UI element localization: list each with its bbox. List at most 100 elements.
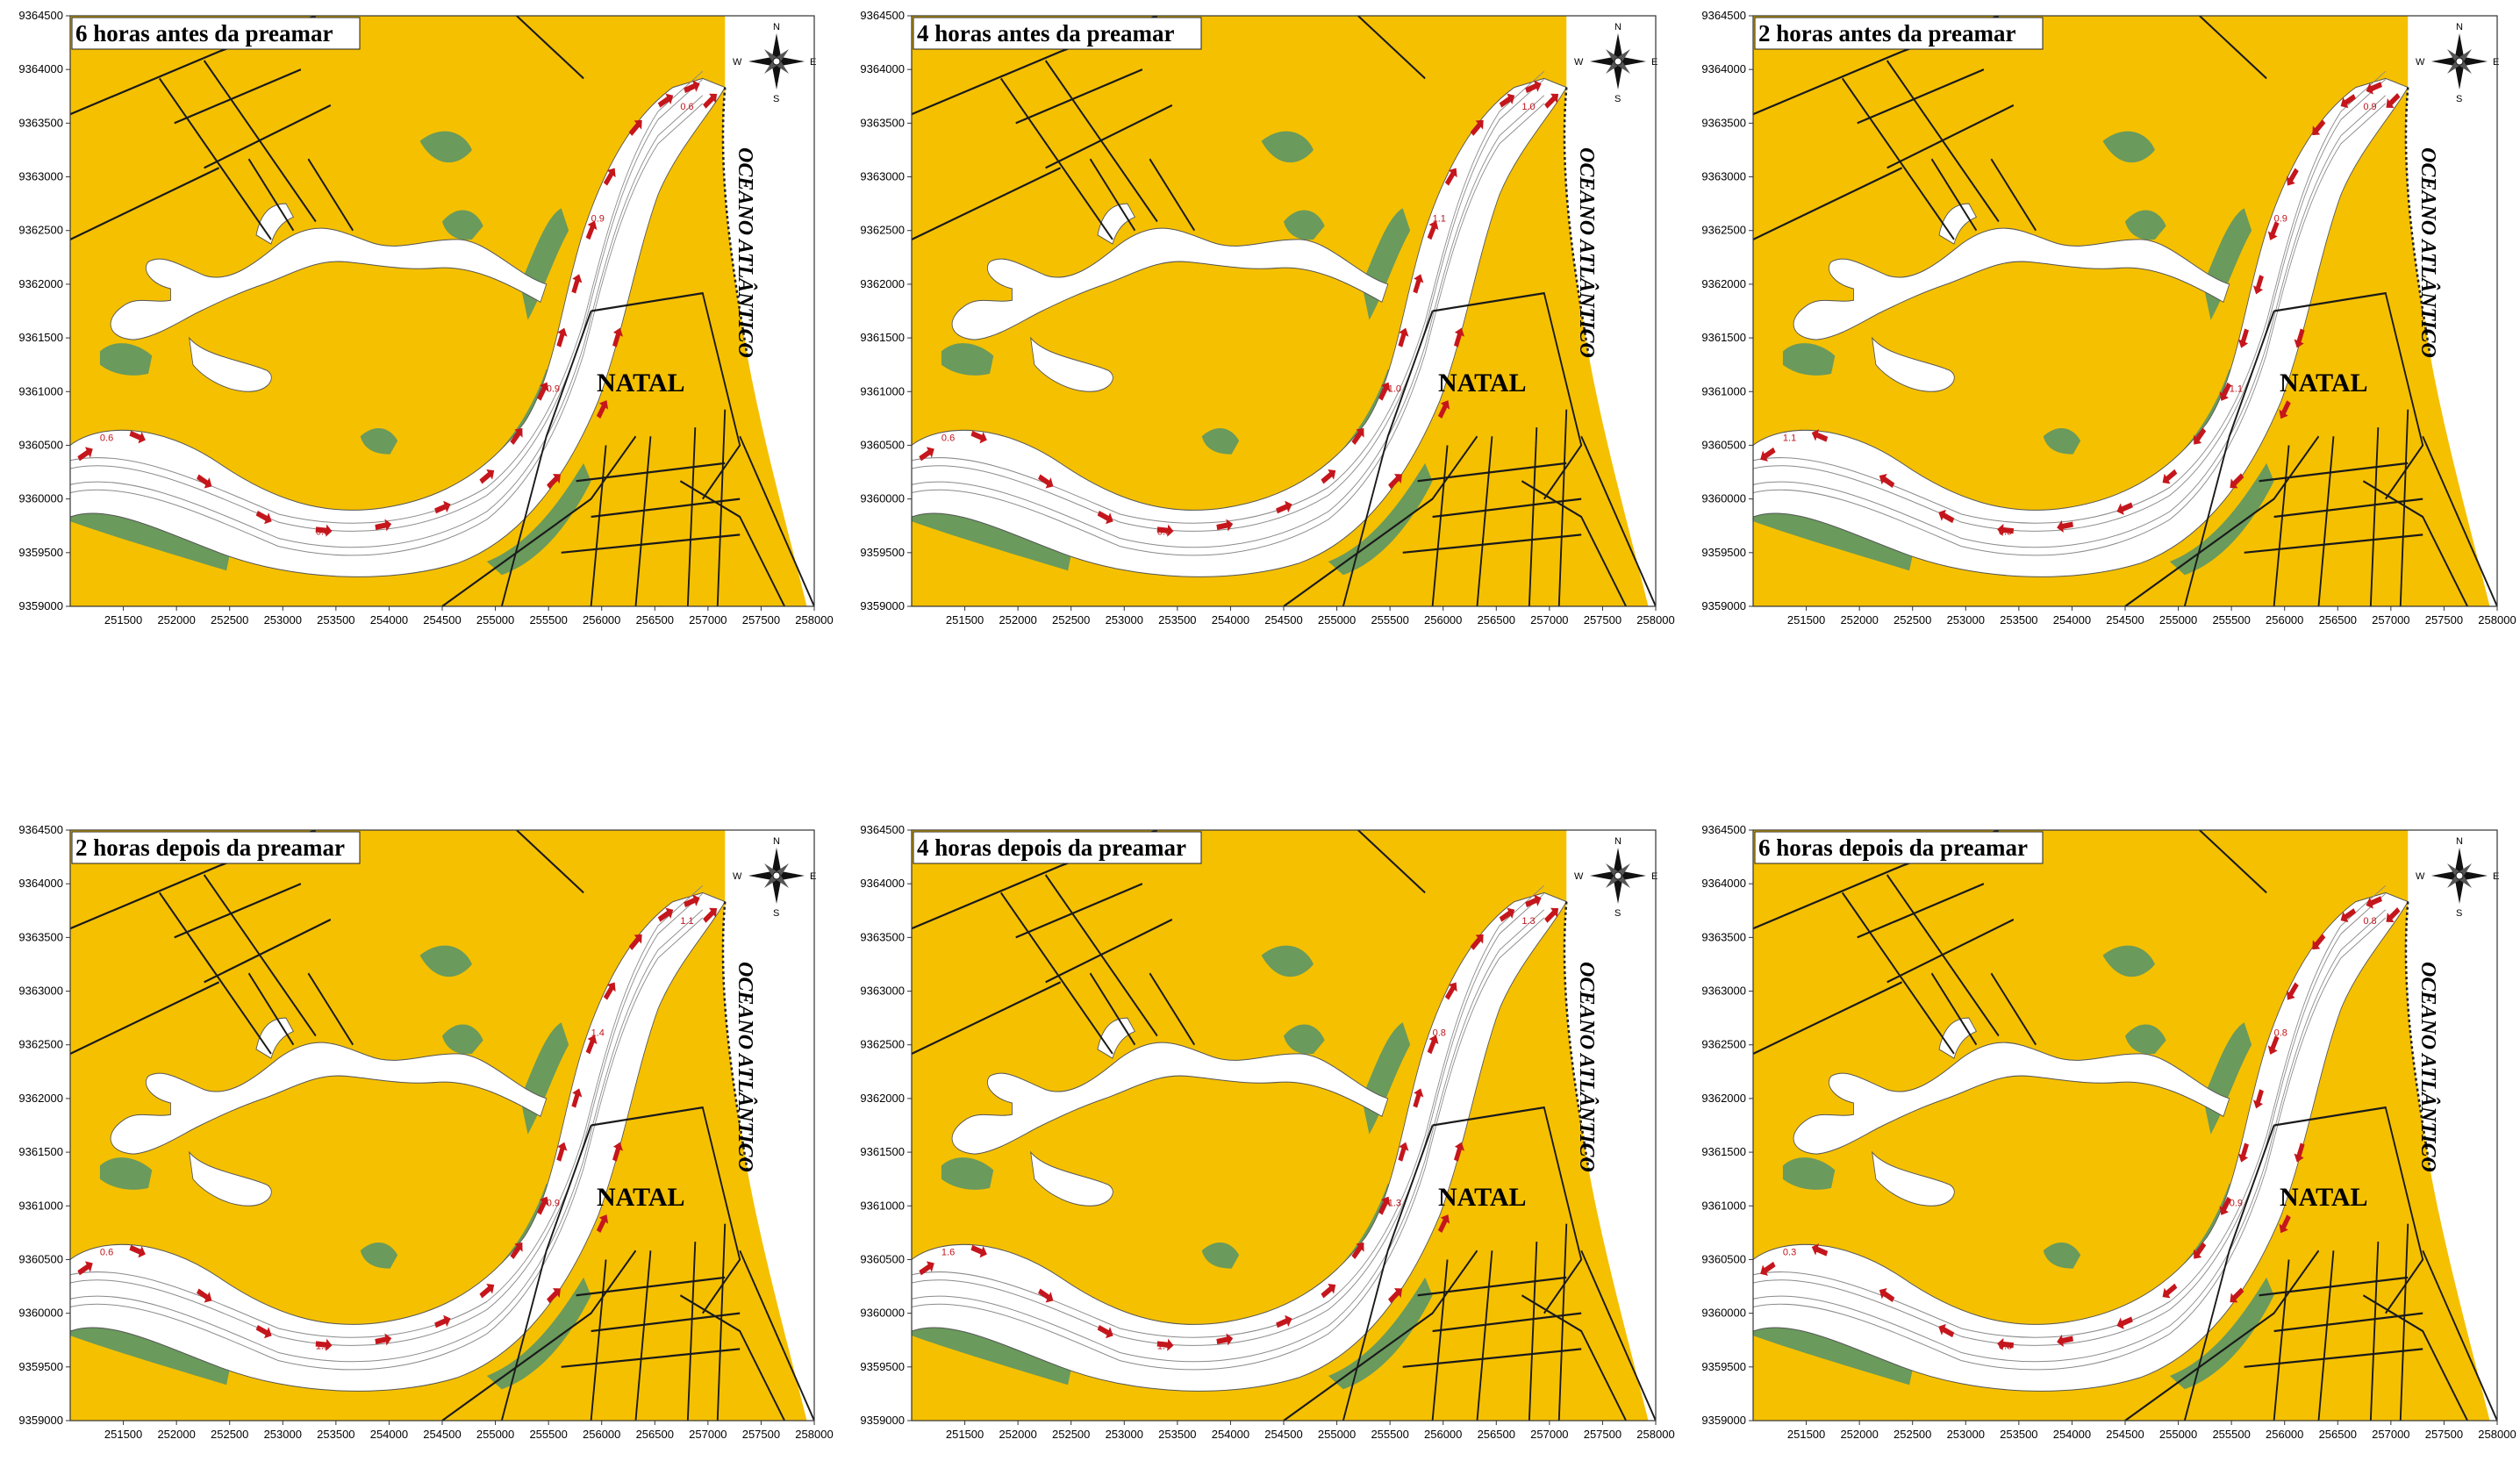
- compass-e-label: E: [1651, 871, 1657, 882]
- y-tick-label: 9361000: [860, 1199, 905, 1212]
- current-arrow: [375, 1333, 392, 1346]
- x-tick-label: 256000: [1424, 613, 1462, 627]
- x-tick-label: 253000: [1947, 1428, 1985, 1441]
- velocity-label: 0.9: [547, 383, 560, 394]
- y-tick-label: 9359000: [1701, 1414, 1746, 1427]
- current-arrow: [1351, 427, 1364, 446]
- x-tick-label: 251500: [1787, 1428, 1825, 1441]
- current-arrow: [1097, 1324, 1113, 1339]
- y-tick-label: 9363000: [18, 985, 63, 998]
- mangrove-area: [486, 462, 591, 576]
- x-tick-label: 256000: [583, 613, 620, 627]
- x-tick-label: 252500: [1894, 613, 1931, 627]
- y-tick-label: 9364000: [18, 62, 63, 75]
- velocity-label: 1.0: [1521, 102, 1535, 112]
- velocity-label: 0.8: [2363, 916, 2376, 927]
- compass-n-label: N: [773, 836, 780, 847]
- estuary-channel: [70, 892, 726, 1392]
- y-tick-label: 9363500: [860, 116, 905, 129]
- x-tick-label: 254500: [1264, 613, 1302, 627]
- tributary-channel: [951, 1042, 1389, 1155]
- mangrove-area: [2043, 428, 2081, 455]
- current-arrow: [434, 500, 451, 514]
- tributary-channel: [110, 227, 548, 340]
- compass-rose-icon: [2431, 848, 2488, 904]
- mangrove-area: [1284, 210, 1325, 240]
- current-arrow: [2116, 502, 2133, 515]
- current-arrow: [2312, 934, 2326, 950]
- velocity-label: 1.1: [1433, 214, 1446, 225]
- x-tick-label: 252500: [1052, 613, 1090, 627]
- x-tick-label: 255000: [2159, 1428, 2197, 1441]
- current-arrow: [77, 447, 93, 462]
- ocean-label: OCEANO ATLÂNTICO: [2416, 962, 2440, 1172]
- creek-channel: [1097, 1017, 1136, 1059]
- current-arrow: [2057, 519, 2073, 533]
- tributary-channel: [1793, 1042, 2230, 1155]
- y-tick-label: 9362000: [1701, 1092, 1746, 1105]
- panel-title: 4 horas antes da preamar: [913, 17, 1202, 50]
- current-arrow: [2366, 82, 2382, 95]
- natal-label: NATAL: [597, 369, 685, 397]
- map-panel-3: 1.1 0.9 1.1 0.9 0.9 NATAL OCEANO ATLÂNTICO N S E W…: [1701, 9, 2516, 627]
- y-tick-label: 9362500: [1701, 1038, 1746, 1051]
- y-tick-label: 9364000: [860, 62, 905, 75]
- y-tick-label: 9360500: [1701, 1252, 1746, 1265]
- current-arrow: [1413, 1088, 1424, 1108]
- velocity-label: 0.9: [2274, 214, 2287, 225]
- y-tick-label: 9361500: [1701, 331, 1746, 344]
- y-tick-label: 9362000: [18, 1092, 63, 1105]
- velocity-label: 0.3: [1999, 1341, 2012, 1351]
- x-tick-label: 258000: [2478, 613, 2516, 627]
- estuary-channel: [912, 892, 1567, 1392]
- y-tick-label: 9362000: [860, 1092, 905, 1105]
- current-arrow: [1525, 894, 1542, 907]
- current-arrow: [1398, 1142, 1409, 1162]
- current-arrow: [537, 382, 549, 401]
- panel-title-text: 2 horas antes da preamar: [1758, 20, 2016, 47]
- current-arrow: [197, 1288, 212, 1303]
- y-tick-label: 9364500: [18, 823, 63, 836]
- current-arrow: [1276, 1314, 1292, 1328]
- y-tick-label: 9363000: [18, 170, 63, 183]
- current-arrow: [1378, 1196, 1391, 1215]
- current-arrow: [612, 1142, 624, 1162]
- compass-w-label: W: [2416, 871, 2425, 882]
- compass-rose-icon: [748, 848, 805, 904]
- creek-channel: [1030, 1150, 1113, 1207]
- x-tick-label: 254000: [2053, 1428, 2091, 1441]
- panel-title: 6 horas antes da preamar: [71, 17, 361, 50]
- x-tick-label: 256500: [2319, 613, 2357, 627]
- coastal-barrier: [721, 87, 748, 356]
- ocean-area: [722, 830, 814, 1421]
- y-tick-label: 9359000: [18, 599, 63, 612]
- current-arrow: [1938, 509, 1955, 524]
- current-arrow: [375, 519, 392, 532]
- y-tick-label: 9360000: [18, 492, 63, 505]
- x-tick-label: 252500: [1894, 1428, 1931, 1441]
- mangrove-area: [360, 428, 398, 455]
- current-arrow: [596, 400, 609, 419]
- map-panel-1: 0.6 0.6 0.9 0.9 0.6 NATAL OCEANO ATLÂNTICO N S E W…: [18, 9, 833, 627]
- x-tick-label: 251500: [1787, 613, 1825, 627]
- x-tick-label: 256000: [2266, 1428, 2303, 1441]
- mangrove-area: [2169, 1277, 2274, 1390]
- x-tick-label: 254000: [1212, 613, 1249, 627]
- velocity-label: 1.3: [1388, 1198, 1401, 1208]
- x-tick-label: 257000: [1530, 1428, 1568, 1441]
- map-panel-2: 0.6 0.9 1.0 1.1 1.0 NATAL OCEANO ATLÂNTICO N S E W…: [860, 9, 1674, 627]
- panel-title: 6 horas depois da preamar: [1754, 831, 2044, 864]
- current-arrow: [77, 1261, 93, 1276]
- x-tick-label: 257500: [1584, 1428, 1622, 1441]
- current-arrow: [703, 907, 718, 923]
- compass-n-label: N: [773, 22, 780, 32]
- compass-n-label: N: [1614, 836, 1622, 847]
- panel-title: 4 horas depois da preamar: [913, 831, 1202, 864]
- current-arrow: [537, 1196, 549, 1215]
- x-tick-label: 255000: [2159, 613, 2197, 627]
- x-tick-label: 257000: [2372, 1428, 2409, 1441]
- current-arrow: [1544, 907, 1559, 923]
- creek-channel: [1872, 336, 1955, 392]
- ocean-label: OCEANO ATLÂNTICO: [2416, 147, 2440, 358]
- current-arrow: [2340, 908, 2357, 923]
